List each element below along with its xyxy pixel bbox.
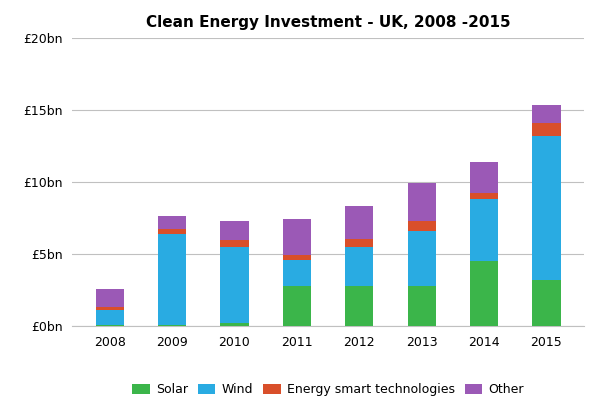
Bar xyxy=(283,285,311,326)
Bar xyxy=(220,240,249,247)
Bar xyxy=(283,219,311,255)
Bar xyxy=(532,123,560,136)
Bar xyxy=(346,239,373,247)
Bar xyxy=(158,234,186,325)
Bar xyxy=(220,323,249,326)
Bar xyxy=(408,221,436,231)
Bar xyxy=(470,162,498,193)
Bar xyxy=(408,231,436,285)
Bar xyxy=(470,199,498,261)
Bar xyxy=(220,222,249,240)
Bar xyxy=(532,280,560,326)
Bar xyxy=(346,285,373,326)
Bar xyxy=(158,217,186,229)
Bar xyxy=(470,261,498,326)
Bar xyxy=(532,105,560,123)
Bar xyxy=(158,325,186,326)
Title: Clean Energy Investment - UK, 2008 -2015: Clean Energy Investment - UK, 2008 -2015 xyxy=(146,15,510,30)
Bar xyxy=(408,285,436,326)
Bar xyxy=(470,193,498,199)
Bar xyxy=(346,206,373,239)
Bar xyxy=(283,255,311,260)
Bar xyxy=(158,229,186,234)
Bar xyxy=(346,247,373,285)
Bar xyxy=(220,247,249,323)
Bar xyxy=(408,183,436,221)
Bar xyxy=(283,260,311,285)
Bar xyxy=(96,306,124,310)
Legend: Solar, Wind, Energy smart technologies, Other: Solar, Wind, Energy smart technologies, … xyxy=(127,378,529,401)
Bar xyxy=(96,310,124,325)
Bar xyxy=(96,288,124,306)
Bar xyxy=(96,325,124,326)
Bar xyxy=(532,136,560,280)
